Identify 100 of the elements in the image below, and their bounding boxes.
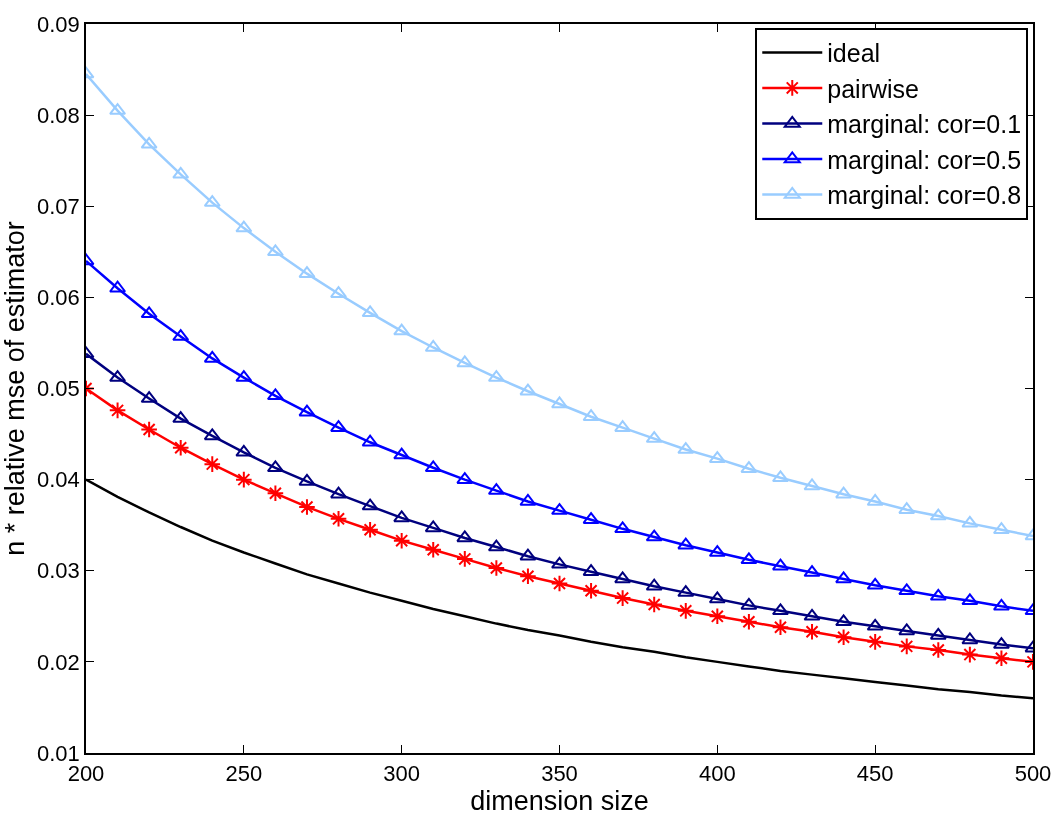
legend-label: marginal: cor=0.1 <box>827 110 1022 139</box>
point <box>330 486 348 499</box>
point <box>992 598 1010 611</box>
point <box>677 537 695 550</box>
point <box>487 539 505 552</box>
point <box>835 571 853 584</box>
x-axis-title: dimension size <box>470 786 649 817</box>
point <box>961 515 979 528</box>
legend-label: marginal: cor=0.5 <box>827 145 1022 174</box>
point <box>771 470 789 483</box>
point <box>771 558 789 571</box>
point <box>992 649 1011 668</box>
point <box>550 574 569 593</box>
point <box>361 434 379 447</box>
point <box>456 355 474 368</box>
point <box>771 618 790 637</box>
legend-label: ideal <box>827 39 881 68</box>
point <box>929 508 947 521</box>
point <box>961 593 979 606</box>
point <box>266 484 285 503</box>
point <box>393 447 411 460</box>
point <box>140 136 158 149</box>
point <box>171 438 190 457</box>
point <box>645 595 663 614</box>
y-tick-label: 0.02 <box>37 649 80 675</box>
point <box>961 632 979 645</box>
point <box>898 583 916 596</box>
point <box>582 582 600 600</box>
point <box>393 323 411 336</box>
point <box>835 614 853 627</box>
point <box>361 305 379 318</box>
point <box>172 166 190 179</box>
point <box>740 597 758 610</box>
point <box>393 510 411 523</box>
point <box>708 591 726 604</box>
point <box>897 637 916 656</box>
point <box>740 552 758 565</box>
point <box>456 550 474 568</box>
x-tick-label: 400 <box>698 761 736 787</box>
point <box>392 531 411 550</box>
point <box>771 603 789 616</box>
legend-label: pairwise <box>827 74 919 103</box>
point <box>803 478 821 491</box>
point <box>866 577 884 590</box>
point <box>519 567 537 586</box>
x-tick-label: 300 <box>383 761 421 787</box>
point <box>961 645 979 664</box>
point <box>329 510 348 528</box>
point <box>866 618 884 631</box>
point <box>108 401 127 420</box>
y-axis-title: n * relative mse of estimator <box>0 221 30 556</box>
point <box>676 602 695 620</box>
point <box>424 339 442 352</box>
point <box>266 388 284 401</box>
y-tick-label: 0.04 <box>37 467 80 493</box>
point <box>740 612 758 631</box>
point <box>456 530 474 543</box>
y-tick-label: 0.06 <box>37 285 80 311</box>
legend-label: marginal: cor=0.8 <box>827 181 1022 210</box>
point <box>645 529 663 542</box>
point <box>929 627 947 640</box>
point <box>203 350 221 363</box>
x-tick-label: 450 <box>856 761 894 787</box>
point <box>235 444 253 457</box>
point <box>898 623 916 636</box>
point <box>298 404 316 417</box>
y-tick-label: 0.07 <box>37 193 80 219</box>
point <box>929 588 947 601</box>
point <box>424 460 442 473</box>
point <box>613 589 632 607</box>
point <box>140 306 158 319</box>
point <box>109 280 127 293</box>
point <box>266 244 284 257</box>
point <box>645 578 663 591</box>
point <box>519 383 537 396</box>
y-tick-label: 0.03 <box>37 558 80 584</box>
point <box>298 473 316 486</box>
point <box>708 607 727 626</box>
point <box>803 623 821 641</box>
point <box>361 520 379 539</box>
point <box>203 455 222 473</box>
point <box>235 470 253 489</box>
point <box>614 521 632 534</box>
point <box>519 548 537 561</box>
y-tick-label: 0.08 <box>37 102 80 128</box>
point <box>235 220 253 233</box>
point <box>834 628 853 647</box>
x-tick-label: 350 <box>541 761 578 787</box>
point <box>266 460 284 473</box>
x-tick-label: 250 <box>225 761 263 787</box>
point <box>835 486 853 499</box>
point <box>929 641 948 659</box>
point <box>140 420 158 439</box>
point <box>866 633 884 651</box>
y-tick-label: 0.05 <box>37 376 80 402</box>
point <box>487 559 506 577</box>
point <box>203 428 221 441</box>
point <box>298 498 316 516</box>
y-tick-label: 0.09 <box>37 11 80 37</box>
x-tick-label: 500 <box>1014 761 1052 787</box>
